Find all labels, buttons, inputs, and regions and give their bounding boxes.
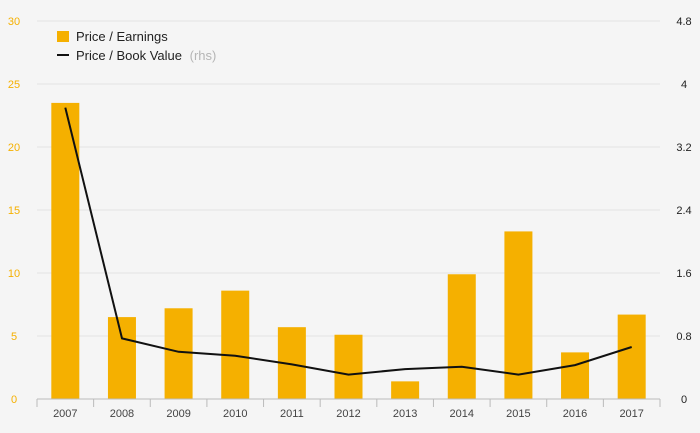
x-tick-label: 2016: [563, 408, 587, 420]
x-tick-label: 2010: [223, 408, 247, 420]
gridlines: [37, 20, 660, 337]
y-left-tick-label: 15: [8, 205, 20, 217]
y-left-tick-label: 20: [8, 142, 20, 154]
bar: [107, 317, 136, 399]
x-tick-label: 2015: [506, 408, 530, 420]
line-series-price-book: [64, 107, 633, 376]
y-left-tick-label: 10: [8, 268, 20, 280]
bar: [334, 334, 363, 399]
bar: [561, 352, 590, 399]
y-axis-right: 0 0.8 1.6 2.4 3.2 4 4.8: [676, 16, 691, 406]
y-left-tick-label: 0: [11, 394, 17, 406]
x-tick-label: 2013: [393, 408, 417, 420]
bar: [504, 231, 533, 399]
y-right-tick-label: 0.8: [676, 331, 691, 343]
bar: [617, 314, 646, 399]
y-right-tick-label: 0: [681, 394, 687, 406]
legend-label-price-earnings: Price / Earnings: [76, 29, 168, 44]
x-tick-label: 2017: [619, 408, 643, 420]
bar: [51, 102, 80, 400]
x-tick-label: 2008: [110, 408, 134, 420]
legend-label-price-book: Price / Book Value (rhs): [76, 48, 216, 63]
legend-label-price-book-suffix: (rhs): [190, 48, 217, 63]
y-right-tick-label: 3.2: [676, 142, 691, 154]
y-left-tick-label: 30: [8, 16, 20, 28]
legend-swatch-price-earnings: [57, 31, 69, 42]
x-axis: 2007 2008 2009 2010 2011 2012 2013 2014 2015 2016…: [36, 398, 661, 420]
x-tick-label: 2014: [450, 408, 474, 420]
bar-series: [51, 102, 646, 400]
bar: [164, 308, 193, 399]
x-tick-label: 2009: [166, 408, 190, 420]
legend-label-price-book-name: Price / Book Value: [76, 48, 182, 63]
y-left-tick-label: 5: [11, 331, 17, 343]
y-axis-left: 0 5 10 15 20 25 30: [8, 16, 20, 406]
bar: [221, 290, 250, 399]
x-tick-label: 2012: [336, 408, 360, 420]
y-right-tick-label: 4: [681, 79, 687, 91]
y-right-tick-label: 4.8: [676, 16, 691, 28]
legend: Price / Earnings Price / Book Value (rhs…: [57, 29, 216, 63]
bar: [447, 274, 476, 399]
x-tick-label: 2011: [280, 408, 304, 420]
x-tick-label: 2007: [53, 408, 77, 420]
y-left-tick-label: 25: [8, 79, 20, 91]
y-right-tick-label: 2.4: [676, 205, 691, 217]
y-right-tick-label: 1.6: [676, 268, 691, 280]
bar: [391, 381, 420, 399]
